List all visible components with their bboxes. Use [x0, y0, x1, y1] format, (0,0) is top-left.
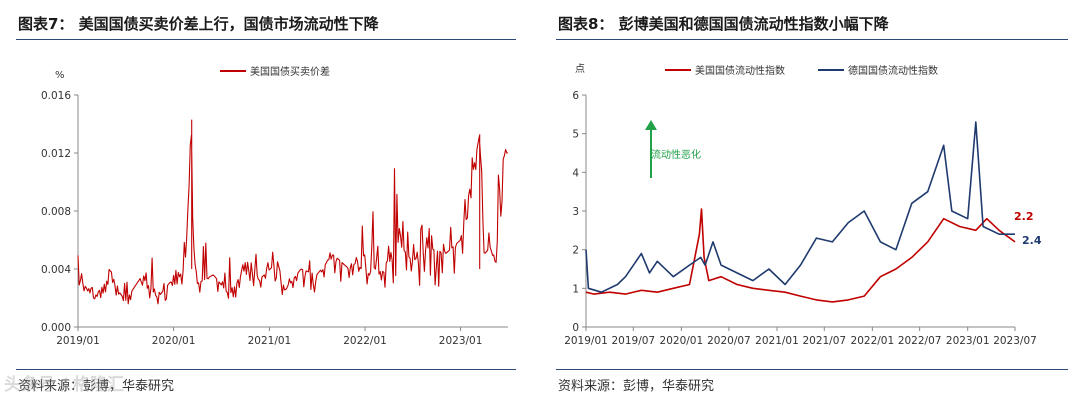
source-note-right: 资料来源：彭博，华泰研究 — [558, 379, 715, 394]
footer-divider — [16, 369, 516, 370]
y-tick-label: 0.016 — [41, 90, 71, 102]
end-label-de: 2.4 — [1022, 234, 1042, 247]
y-tick-label: 0.008 — [41, 206, 71, 218]
x-tick-label: 2022/01 — [851, 335, 895, 347]
y-tick-label: 6 — [572, 90, 579, 102]
chart-panel-left: 图表7： 美国国债买卖价差上行，国债市场流动性下降 % 美国国债买卖价差 0.0… — [0, 0, 530, 402]
chart-title-right: 图表8： 彭博美国和德国国债流动性指数小幅下降 — [558, 15, 889, 33]
x-tick-label: 2020/01 — [660, 335, 704, 347]
y-tick-label: 0.004 — [41, 264, 71, 276]
legend-label-spread: 美国国债买卖价差 — [250, 65, 330, 78]
y-tick-label: 0.012 — [41, 148, 71, 160]
x-tick-label: 2023/01 — [946, 335, 990, 347]
x-tick-label: 2021/07 — [802, 335, 846, 347]
title-divider — [16, 39, 516, 40]
x-tick-label: 2021/01 — [248, 335, 292, 347]
y-tick-label: 0 — [572, 322, 579, 334]
y-unit-label: 点 — [575, 63, 585, 75]
x-tick-label: 2022/01 — [343, 335, 387, 347]
legend-label-us: 美国国债流动性指数 — [695, 64, 785, 77]
y-tick-label: 5 — [572, 129, 579, 141]
title-divider — [556, 39, 1068, 40]
legend-label-de: 德国国债流动性指数 — [848, 64, 938, 77]
chart-panel-right: 图表8： 彭博美国和德国国债流动性指数小幅下降 点 美国国债流动性指数 德国国债… — [540, 0, 1080, 402]
y-unit-label: % — [55, 70, 65, 81]
y-tick-label: 0.000 — [41, 322, 71, 334]
y-tick-label: 4 — [572, 167, 579, 179]
footer-divider — [556, 369, 1068, 370]
end-label-us: 2.2 — [1014, 210, 1034, 223]
annotation-text: 流动性恶化 — [651, 148, 701, 161]
x-tick-label: 2021/01 — [755, 335, 799, 347]
watermark: 头条号 / 格隆汇 — [4, 375, 125, 395]
y-tick-label: 1 — [572, 283, 579, 295]
y-tick-label: 3 — [572, 206, 579, 218]
series-line-a — [585, 208, 1016, 303]
x-tick-label: 2023/01 — [439, 335, 483, 347]
bid-ask-spread-chart: % 美国国债买卖价差 0.000 0.004 0.008 0.012 0.016 2019… — [41, 65, 508, 347]
series-line-a — [77, 119, 508, 305]
source-note-left: 资料来源：彭博，华泰研究 — [18, 379, 175, 394]
series-line-b — [585, 121, 1015, 293]
x-tick-label: 2020/07 — [707, 335, 751, 347]
x-tick-label: 2023/07 — [993, 335, 1037, 347]
annotation-arrowhead — [645, 120, 657, 130]
chart-title-left: 图表7： 美国国债买卖价差上行，国债市场流动性下降 — [18, 15, 379, 33]
x-tick-label: 2022/07 — [898, 335, 942, 347]
x-tick-label: 2019/01 — [564, 335, 608, 347]
liquidity-index-chart: 点 美国国债流动性指数 德国国债流动性指数 流动性恶化 2.2 2.4 0 1 2 3… — [564, 63, 1042, 347]
x-tick-label: 2020/01 — [152, 335, 196, 347]
x-tick-label: 2019/01 — [56, 335, 100, 347]
x-tick-label: 2019/07 — [611, 335, 655, 347]
y-tick-label: 2 — [572, 245, 579, 257]
